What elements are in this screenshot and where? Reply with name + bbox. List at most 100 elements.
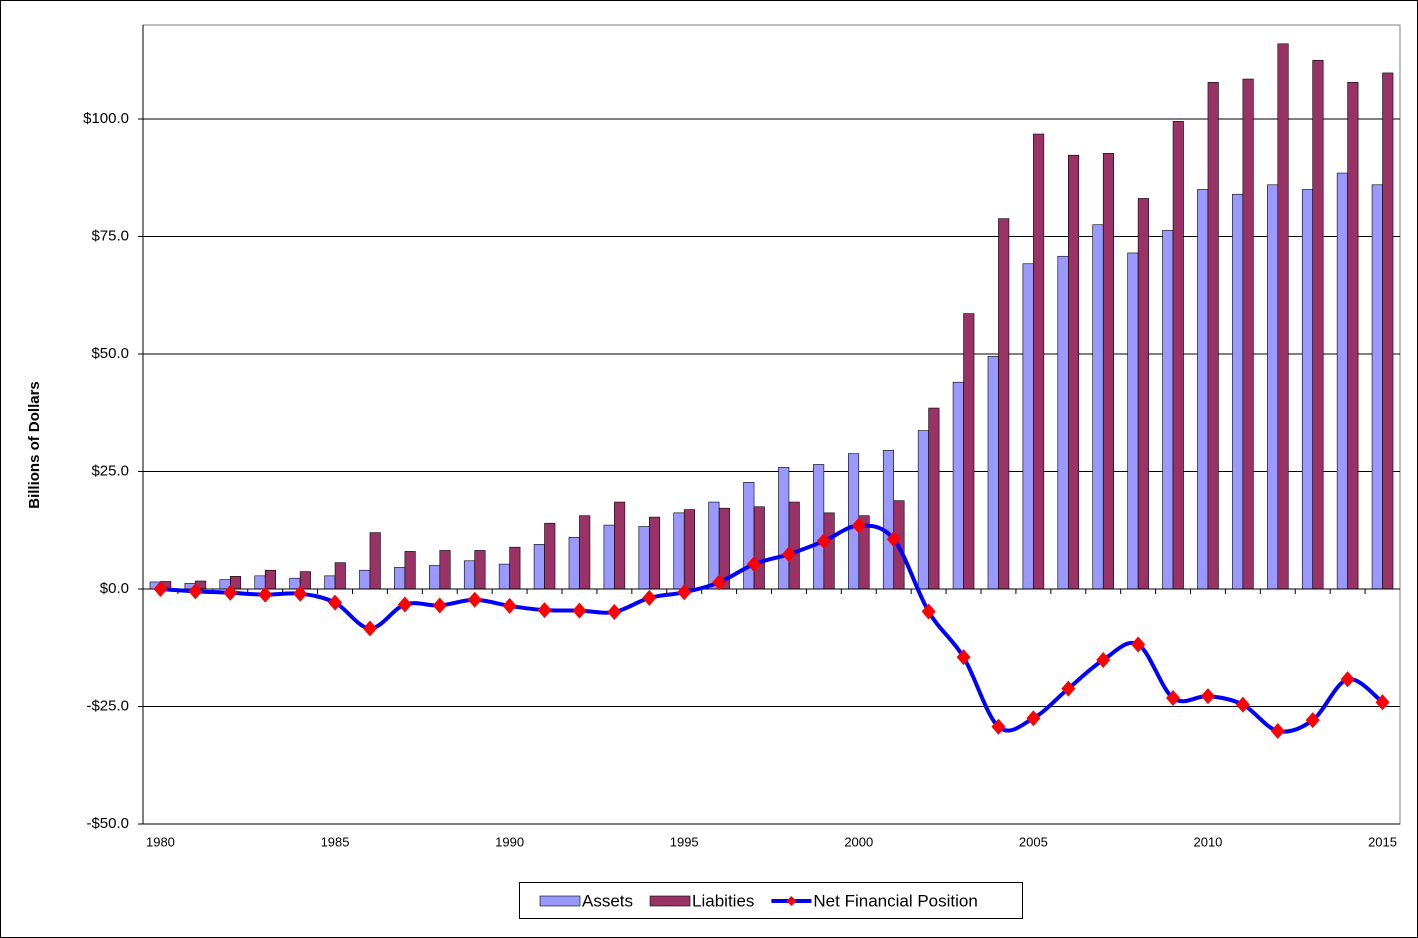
bar bbox=[753, 506, 765, 590]
bar bbox=[648, 516, 661, 590]
bar bbox=[917, 430, 929, 590]
bar bbox=[1057, 255, 1069, 590]
marker bbox=[991, 718, 1006, 735]
marker bbox=[293, 585, 308, 602]
bar bbox=[683, 509, 695, 590]
y-tick-label: -$25.0 bbox=[86, 697, 129, 714]
marker bbox=[642, 589, 657, 606]
legend-label: Net Financial Position bbox=[813, 891, 977, 910]
bar bbox=[963, 313, 975, 590]
marker bbox=[1340, 671, 1355, 688]
bar bbox=[614, 501, 626, 590]
x-tick-label: 2005 bbox=[1019, 834, 1048, 849]
bar bbox=[1162, 230, 1174, 590]
bar bbox=[439, 550, 451, 590]
bar bbox=[1067, 154, 1080, 590]
bar bbox=[778, 466, 790, 590]
bar bbox=[708, 501, 720, 590]
bar bbox=[579, 515, 591, 590]
marker bbox=[712, 574, 727, 591]
bar bbox=[1033, 133, 1045, 590]
bar bbox=[987, 356, 999, 590]
bar bbox=[463, 560, 476, 590]
bar bbox=[1102, 153, 1114, 590]
bar bbox=[394, 567, 406, 590]
bar bbox=[498, 563, 510, 590]
marker bbox=[956, 649, 971, 666]
bar bbox=[429, 565, 441, 590]
bar bbox=[952, 381, 964, 590]
bar bbox=[1242, 78, 1254, 590]
bar bbox=[1277, 43, 1289, 590]
marker bbox=[851, 517, 866, 534]
bar bbox=[603, 524, 615, 590]
bar bbox=[1137, 198, 1149, 590]
bar bbox=[1207, 82, 1219, 590]
bar bbox=[289, 577, 301, 590]
bar bbox=[673, 512, 685, 590]
y-tick-label: $0.0 bbox=[100, 580, 129, 597]
marker bbox=[747, 556, 762, 573]
marker bbox=[502, 597, 517, 614]
bar bbox=[638, 526, 650, 590]
x-tick-label: 2010 bbox=[1193, 834, 1222, 849]
bar bbox=[404, 551, 416, 590]
marker bbox=[1026, 710, 1041, 727]
marker bbox=[921, 603, 936, 620]
legend-label: Liabities bbox=[692, 891, 754, 910]
bar bbox=[743, 482, 755, 590]
y-tick-label: -$50.0 bbox=[86, 815, 129, 832]
marker bbox=[1305, 712, 1320, 729]
marker bbox=[781, 546, 796, 563]
bar bbox=[1371, 184, 1383, 590]
marker bbox=[467, 591, 482, 608]
bar bbox=[1197, 189, 1209, 590]
x-tick-label: 2015 bbox=[1368, 834, 1397, 849]
marker bbox=[397, 596, 412, 613]
x-tick-label: 1985 bbox=[321, 834, 350, 849]
bar bbox=[928, 407, 940, 590]
bar bbox=[998, 218, 1010, 590]
bar bbox=[369, 532, 381, 590]
bar bbox=[1336, 172, 1348, 590]
marker bbox=[537, 602, 552, 619]
legend bbox=[519, 882, 1023, 919]
y-tick-label: $50.0 bbox=[91, 345, 129, 362]
marker bbox=[1096, 651, 1111, 668]
bar bbox=[882, 450, 895, 590]
bar bbox=[823, 512, 835, 590]
marker bbox=[1270, 722, 1285, 739]
bar bbox=[474, 550, 486, 590]
marker bbox=[258, 586, 273, 603]
legend-swatch bbox=[649, 895, 691, 907]
bar bbox=[544, 522, 556, 590]
bar bbox=[254, 575, 266, 590]
bar bbox=[1301, 189, 1314, 590]
marker bbox=[1061, 680, 1076, 697]
marker bbox=[607, 604, 622, 621]
bar bbox=[324, 575, 336, 590]
marker bbox=[1166, 690, 1181, 707]
bar bbox=[1312, 59, 1324, 590]
marker bbox=[188, 583, 203, 600]
bar bbox=[1232, 193, 1244, 590]
legend-swatch bbox=[539, 895, 581, 907]
bar bbox=[299, 571, 311, 590]
y-tick-label: $25.0 bbox=[91, 462, 129, 479]
bar bbox=[1347, 82, 1359, 590]
bar bbox=[1127, 252, 1139, 590]
bar bbox=[568, 536, 580, 590]
marker bbox=[1375, 694, 1390, 711]
y-tick-label: $100.0 bbox=[83, 110, 129, 127]
bar bbox=[1382, 72, 1394, 590]
marker bbox=[223, 584, 238, 601]
marker bbox=[153, 581, 168, 597]
x-tick-label: 2000 bbox=[844, 834, 873, 849]
x-tick-label: 1980 bbox=[146, 834, 175, 849]
legend-label: Assets bbox=[582, 891, 633, 910]
y-tick-label: $75.0 bbox=[91, 227, 129, 244]
bar bbox=[813, 464, 825, 590]
bar bbox=[509, 546, 521, 590]
